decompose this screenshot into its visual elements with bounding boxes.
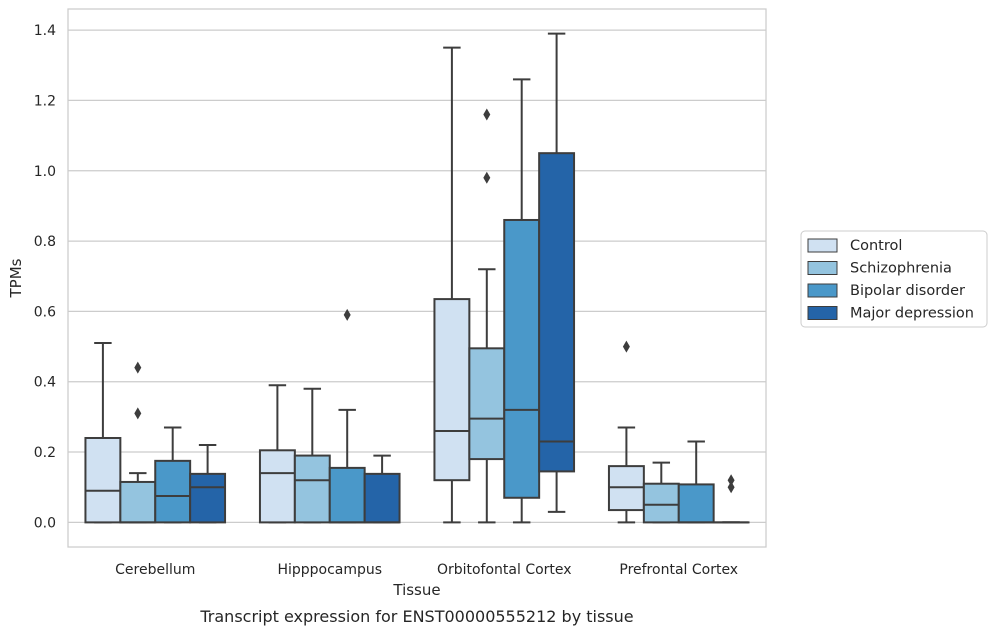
box-bipolar-disorder — [328, 308, 366, 524]
x-tick-label: Prefrontal Cortex — [619, 562, 738, 578]
legend-swatch — [807, 238, 838, 253]
box-schizophrenia — [642, 461, 680, 524]
box-body — [642, 482, 680, 524]
y-axis-ticks: 0.0 0.2 0.4 0.6 0.8 1.0 1.2 1.4 — [34, 23, 56, 531]
box-body — [258, 449, 296, 524]
box-bipolar-disorder — [677, 440, 715, 524]
y-tick-label: 1.0 — [34, 164, 56, 180]
y-tick-label: 0.0 — [34, 515, 56, 531]
outlier-point — [727, 474, 735, 487]
legend-label: Bipolar disorder — [850, 283, 965, 299]
outlier-point — [483, 108, 491, 121]
box-plots — [84, 32, 750, 524]
box-body — [677, 483, 715, 524]
outlier-point — [483, 171, 491, 184]
y-axis-title: TPMs — [7, 258, 25, 298]
legend-label: Major depression — [850, 306, 974, 322]
box-body — [189, 472, 227, 524]
x-tick-label: Cerebellum — [115, 562, 195, 578]
box-body — [119, 480, 157, 524]
legend-frame — [800, 230, 988, 328]
box-body — [293, 454, 331, 524]
box-control — [607, 340, 645, 524]
y-tick-label: 1.2 — [34, 93, 56, 109]
box-body — [328, 466, 366, 524]
legend: Control Schizophrenia Bipolar disorder Majo… — [800, 230, 988, 328]
y-tick-label: 0.6 — [34, 304, 56, 320]
chart-caption: Transcript expression for ENST0000055521… — [199, 607, 633, 626]
legend-label: Control — [850, 238, 902, 254]
outlier-point — [343, 308, 351, 321]
outlier-point — [727, 481, 735, 494]
box-schizophrenia — [119, 361, 157, 524]
box-body — [503, 218, 541, 499]
box-major-depression — [538, 32, 576, 513]
plot-frame — [67, 8, 767, 548]
outlier-point — [134, 361, 142, 374]
box-control — [84, 342, 122, 524]
box-body — [433, 298, 471, 482]
y-tick-label: 1.4 — [34, 23, 56, 39]
box-control — [258, 384, 296, 524]
box-body — [84, 436, 122, 524]
box-bipolar-disorder — [503, 78, 541, 524]
box-body — [468, 347, 506, 461]
outlier-point — [134, 407, 142, 420]
outlier-point — [622, 340, 630, 353]
y-tick-label: 0.4 — [34, 375, 56, 391]
y-tick-label: 0.2 — [34, 445, 56, 461]
box-major-depression — [189, 444, 227, 524]
box-schizophrenia — [468, 108, 506, 524]
y-tick-label: 0.8 — [34, 234, 56, 250]
box-major-depression — [363, 454, 401, 524]
legend-swatch — [807, 261, 838, 275]
legend-label: Schizophrenia — [850, 261, 952, 277]
box-body — [363, 472, 401, 524]
x-tick-label: Hipppocampus — [277, 562, 382, 578]
grid-lines — [68, 29, 766, 524]
box-body — [538, 152, 576, 473]
x-tick-label: Orbitofontal Cortex — [437, 562, 572, 578]
box-control — [433, 46, 471, 524]
x-axis-ticks: Cerebellum Hipppocampus Orbitofontal Corte… — [115, 562, 738, 578]
legend-swatch — [807, 283, 838, 298]
legend-swatch — [807, 306, 838, 320]
box-bipolar-disorder — [154, 426, 192, 524]
box-body — [154, 459, 192, 524]
box-major-depression — [712, 474, 750, 524]
x-axis-title: Tissue — [392, 581, 440, 599]
box-schizophrenia — [293, 387, 331, 524]
